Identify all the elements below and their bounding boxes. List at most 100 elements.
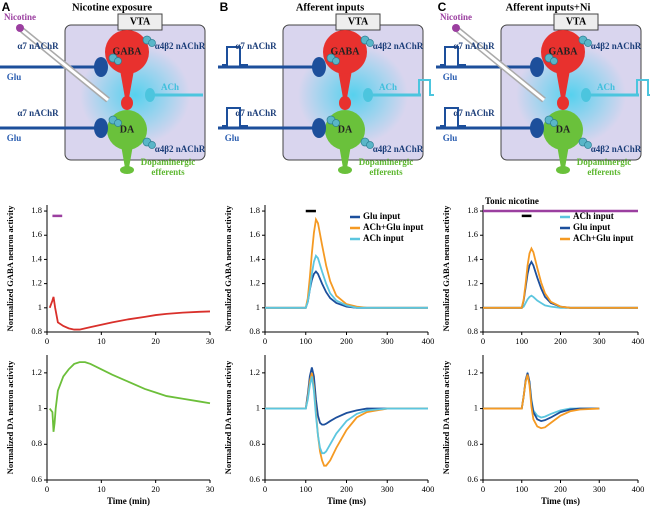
y-tick-label: 1.2 bbox=[249, 278, 260, 288]
data-line bbox=[49, 361, 211, 432]
da-terminal bbox=[556, 166, 570, 174]
glu-pulse bbox=[440, 107, 466, 127]
syringe-cap bbox=[16, 24, 24, 32]
y-tick-label: 1.2 bbox=[467, 278, 478, 288]
x-tick-label: 200 bbox=[554, 484, 567, 494]
efferents-label: efferents bbox=[587, 167, 621, 177]
y-axis-label: Normalized DA neuron activity bbox=[441, 360, 451, 474]
stimulus-label: Tonic nicotine bbox=[485, 196, 539, 206]
gaba-axon bbox=[338, 70, 352, 98]
x-axis-label: Time (min) bbox=[107, 496, 150, 506]
ach-terminal bbox=[363, 88, 373, 102]
x-tick-label: 0 bbox=[263, 484, 267, 494]
y-tick-label: 1.8 bbox=[249, 205, 260, 215]
y-tick-label: 1.4 bbox=[249, 253, 260, 263]
vta-label-box bbox=[117, 13, 163, 31]
gaba-axon bbox=[556, 70, 570, 98]
da-axon bbox=[339, 145, 351, 168]
syringe-core bbox=[457, 28, 545, 102]
y-tick-label: 1.2 bbox=[31, 367, 42, 377]
data-line bbox=[483, 246, 638, 309]
x-tick-label: 300 bbox=[381, 336, 394, 346]
vta-label-box bbox=[335, 13, 381, 31]
receptor bbox=[332, 119, 340, 127]
y-tick-label: 0.8 bbox=[467, 326, 478, 336]
x-tick-label: 0 bbox=[481, 484, 485, 494]
x-tick-label: 0 bbox=[45, 484, 49, 494]
receptor-label: α4β2 nAChR bbox=[373, 144, 424, 154]
ach-label: ACh bbox=[379, 82, 397, 92]
glu-pulse bbox=[222, 107, 248, 127]
receptor-label: α4β2 nAChR bbox=[591, 41, 642, 51]
glu-terminal bbox=[94, 118, 108, 138]
nicotine-label: Nicotine bbox=[4, 12, 36, 22]
da-label: DA bbox=[120, 124, 135, 135]
y-tick-label: 0.8 bbox=[249, 326, 260, 336]
receptor bbox=[114, 119, 122, 127]
panel-label: C bbox=[438, 0, 447, 14]
receptor-label: α7 nAChR bbox=[17, 41, 59, 51]
x-tick-label: 0 bbox=[263, 336, 267, 346]
vta-label: VTA bbox=[130, 16, 151, 27]
x-tick-label: 300 bbox=[381, 484, 394, 494]
data-line bbox=[265, 367, 428, 426]
gaba-axon bbox=[120, 70, 134, 98]
y-axis-label: Normalized GABA neuron activity bbox=[5, 205, 15, 331]
glu-pulse bbox=[440, 46, 466, 66]
x-tick-label: 10 bbox=[97, 484, 106, 494]
glu-terminal bbox=[312, 118, 326, 138]
efferents-label: Dopaminergic bbox=[577, 157, 632, 167]
vta-label: VTA bbox=[348, 16, 369, 27]
da-axon bbox=[121, 145, 133, 168]
panel-label: A bbox=[2, 0, 11, 14]
x-tick-label: 400 bbox=[632, 484, 645, 494]
y-tick-label: 0.6 bbox=[31, 474, 42, 484]
receptor-label: α7 nAChR bbox=[453, 108, 495, 118]
x-axis-label: Time (ms) bbox=[541, 496, 580, 506]
ach-terminal bbox=[581, 88, 591, 102]
x-tick-label: 100 bbox=[299, 484, 312, 494]
y-tick-label: 0.8 bbox=[31, 326, 42, 336]
y-axis-label: Normalized DA neuron activity bbox=[223, 360, 233, 474]
glu-terminal bbox=[530, 57, 544, 77]
x-axis-label: Time (ms) bbox=[327, 496, 366, 506]
panel-title: Afferent inputs bbox=[296, 2, 364, 13]
x-tick-label: 30 bbox=[206, 336, 215, 346]
y-tick-label: 0.8 bbox=[31, 438, 42, 448]
x-tick-label: 400 bbox=[422, 336, 435, 346]
x-tick-label: 400 bbox=[632, 336, 645, 346]
syringe-core bbox=[21, 28, 109, 102]
panel-label: B bbox=[220, 0, 229, 14]
x-tick-label: 400 bbox=[422, 484, 435, 494]
y-tick-label: 1 bbox=[38, 403, 42, 413]
y-tick-label: 1.2 bbox=[249, 367, 260, 377]
gaba-terminal bbox=[339, 96, 351, 110]
x-tick-label: 300 bbox=[593, 484, 606, 494]
y-tick-label: 1 bbox=[256, 302, 260, 312]
glu-label: Glu bbox=[7, 133, 22, 143]
gaba-terminal bbox=[557, 96, 569, 110]
receptor bbox=[332, 57, 340, 65]
data-line bbox=[265, 372, 428, 467]
gaba-label: GABA bbox=[113, 46, 143, 57]
data-line bbox=[483, 372, 600, 423]
receptor bbox=[148, 141, 156, 149]
ach-terminal bbox=[145, 88, 155, 102]
y-axis-label: Normalized GABA neuron activity bbox=[441, 205, 451, 331]
gaba-label: GABA bbox=[549, 46, 579, 57]
legend-label: ACh+Glu input bbox=[363, 222, 423, 232]
da-axon bbox=[557, 145, 569, 168]
ach-pulse bbox=[414, 79, 434, 96]
x-tick-label: 20 bbox=[151, 484, 160, 494]
legend-label: Glu input bbox=[573, 222, 610, 232]
data-line bbox=[48, 296, 211, 331]
y-axis-label: Normalized GABA neuron activity bbox=[223, 205, 233, 331]
legend-label: ACh+Glu input bbox=[573, 233, 633, 243]
receptor bbox=[550, 119, 558, 127]
da-label: DA bbox=[556, 124, 571, 135]
vta-label: VTA bbox=[566, 16, 587, 27]
receptor-label: α7 nAChR bbox=[235, 108, 277, 118]
y-axis-label: Normalized DA neuron activity bbox=[5, 360, 15, 474]
receptor-label: α4β2 nAChR bbox=[155, 41, 206, 51]
